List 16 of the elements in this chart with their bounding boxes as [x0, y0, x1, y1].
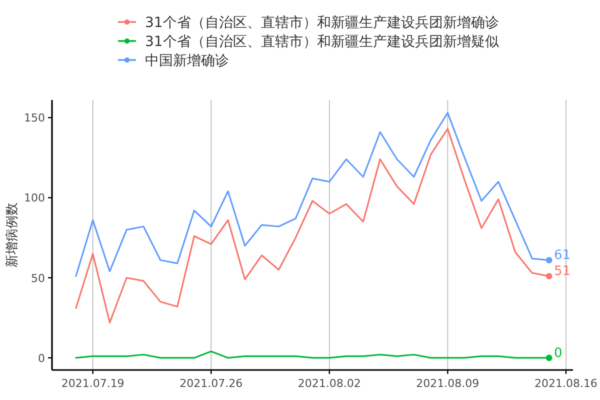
y-axis-title: 新增病例数: [5, 202, 20, 268]
x-tick-label: 2021.08.02: [298, 377, 361, 390]
x-tick-label: 2021.07.19: [61, 377, 124, 390]
x-tick-label: 2021.08.09: [416, 377, 480, 390]
data-label: 51: [554, 264, 571, 280]
y-tick-label: 50: [31, 272, 45, 285]
legend-label: 中国新增确诊: [145, 53, 229, 69]
y-tick-label: 0: [38, 352, 45, 365]
data-label: 0: [554, 346, 562, 361]
legend-label: 31个省（自治区、直辖市）和新疆生产建设兵团新增确诊: [145, 15, 499, 31]
y-tick-label: 150: [24, 112, 45, 125]
x-tick-label: 2021.07.26: [180, 377, 243, 390]
legend-label: 31个省（自治区、直辖市）和新疆生产建设兵团新增疑似: [145, 34, 499, 50]
y-tick-label: 100: [24, 192, 45, 205]
data-label: 61: [554, 248, 571, 264]
x-tick-label: 2021.08.16: [534, 377, 598, 390]
